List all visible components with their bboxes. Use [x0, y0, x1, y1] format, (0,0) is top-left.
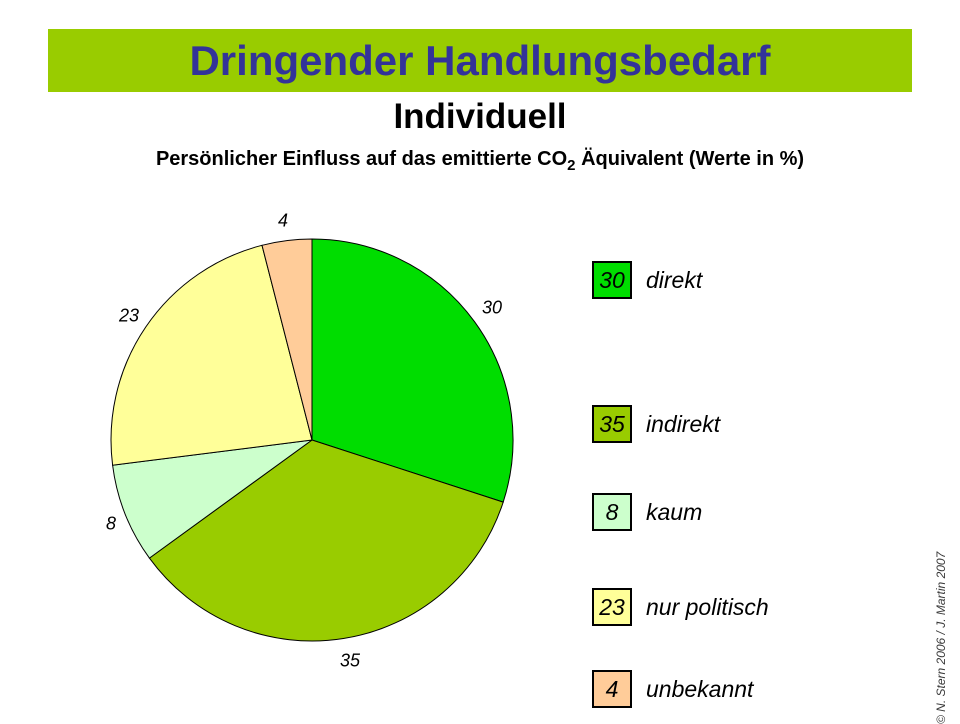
- pie-slice-unbekannt: [261, 238, 313, 441]
- caption-text-pre: Persönlicher Einfluss auf das emittierte…: [155, 148, 568, 170]
- legend-label-unbekannt: unbekannt: [646, 675, 754, 702]
- pie-label-nur-politisch: 23: [118, 305, 140, 326]
- legend-swatch-indirekt: 35: [592, 405, 632, 443]
- legend-label-kaum: kaum: [646, 498, 703, 525]
- pie-label-unbekannt: 4: [277, 210, 289, 231]
- pie-label-direkt: 30: [481, 297, 503, 318]
- legend-label-nur-politisch: nur politisch: [646, 593, 769, 620]
- slide-subtitle: Individuell: [393, 97, 567, 136]
- legend-label-indirekt: indirekt: [646, 410, 721, 437]
- pie-slice-indirekt: [148, 439, 504, 642]
- caption-text-post: Äquivalent (Werte in %): [575, 148, 805, 170]
- legend-swatch-unbekannt: 4: [592, 670, 632, 708]
- header-banner: Dringender Handlungsbedarf: [48, 29, 912, 92]
- page-title: Dringender Handlungsbedarf: [189, 36, 771, 84]
- legend-value: 4: [605, 675, 619, 702]
- legend-swatch-kaum: 8: [592, 493, 632, 531]
- legend-swatch-nur-politisch: 23: [592, 588, 632, 626]
- caption-subscript: 2: [567, 157, 576, 174]
- pie-label-kaum: 8: [105, 513, 117, 534]
- legend-value: 30: [599, 266, 625, 293]
- chart-caption: Persönlicher Einfluss auf das emittierte…: [0, 148, 960, 174]
- legend-value: 8: [605, 498, 619, 525]
- copyright-text: © N. Stern 2006 / J. Martin 2007: [934, 551, 948, 724]
- pie-slice-nur-politisch: [110, 244, 313, 466]
- pie-slice-direkt: [311, 238, 514, 503]
- pie-slice-kaum: [112, 439, 313, 559]
- pie-label-indirekt: 35: [339, 650, 361, 671]
- legend-value: 23: [599, 593, 625, 620]
- legend-value: 35: [599, 410, 625, 437]
- legend-swatch-direkt: 30: [592, 261, 632, 299]
- legend-label-direkt: direkt: [646, 266, 703, 293]
